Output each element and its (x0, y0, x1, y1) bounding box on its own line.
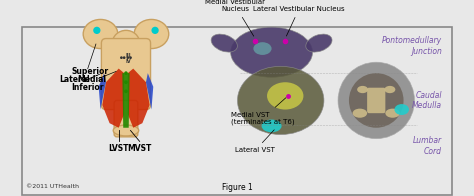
Ellipse shape (134, 19, 169, 49)
Polygon shape (99, 73, 106, 110)
Ellipse shape (267, 82, 303, 110)
Ellipse shape (394, 104, 409, 115)
Ellipse shape (211, 34, 237, 52)
Circle shape (124, 80, 128, 84)
Text: Caudal
Medulla: Caudal Medulla (412, 91, 442, 110)
Ellipse shape (237, 66, 324, 135)
Text: ©2011 UTHealth: ©2011 UTHealth (26, 184, 79, 189)
Circle shape (338, 62, 414, 139)
Text: III: III (126, 53, 131, 58)
Ellipse shape (231, 27, 312, 77)
Ellipse shape (112, 30, 140, 56)
Ellipse shape (262, 120, 282, 132)
Text: Superior: Superior (72, 67, 109, 76)
Ellipse shape (385, 109, 400, 118)
Circle shape (127, 56, 129, 59)
Text: Lateral Vestibular Nucleus: Lateral Vestibular Nucleus (253, 6, 345, 36)
Circle shape (129, 56, 132, 59)
Circle shape (349, 73, 403, 128)
Text: Lateral VST: Lateral VST (235, 130, 275, 153)
Text: Medial Vestibular
Nucleus: Medial Vestibular Nucleus (205, 0, 265, 36)
Circle shape (124, 71, 128, 75)
Text: Medial: Medial (78, 75, 107, 84)
Ellipse shape (113, 125, 139, 136)
Text: Medial VST
(terminates at T6): Medial VST (terminates at T6) (231, 98, 294, 125)
Polygon shape (102, 69, 124, 128)
Ellipse shape (384, 86, 395, 93)
Text: Lateral: Lateral (60, 75, 90, 84)
FancyBboxPatch shape (101, 39, 151, 110)
Circle shape (123, 56, 126, 59)
Ellipse shape (306, 34, 332, 52)
Circle shape (152, 27, 159, 34)
Polygon shape (128, 69, 150, 128)
Ellipse shape (254, 42, 272, 55)
FancyBboxPatch shape (367, 88, 385, 113)
Polygon shape (122, 73, 129, 128)
Ellipse shape (353, 109, 367, 118)
FancyBboxPatch shape (22, 27, 452, 195)
Circle shape (124, 90, 128, 93)
Text: Pontomedullary
Junction: Pontomedullary Junction (382, 36, 442, 55)
Polygon shape (146, 73, 153, 110)
Circle shape (120, 56, 123, 59)
Text: Inferior: Inferior (72, 83, 104, 92)
FancyBboxPatch shape (114, 100, 138, 137)
Text: Figure 1: Figure 1 (222, 183, 252, 192)
Text: Lumbar
Cord: Lumbar Cord (413, 136, 442, 156)
Circle shape (93, 27, 100, 34)
Text: LVST: LVST (109, 144, 129, 153)
Text: IV: IV (126, 59, 131, 64)
Text: MVST: MVST (128, 144, 152, 153)
Ellipse shape (357, 86, 368, 93)
Ellipse shape (83, 19, 118, 49)
